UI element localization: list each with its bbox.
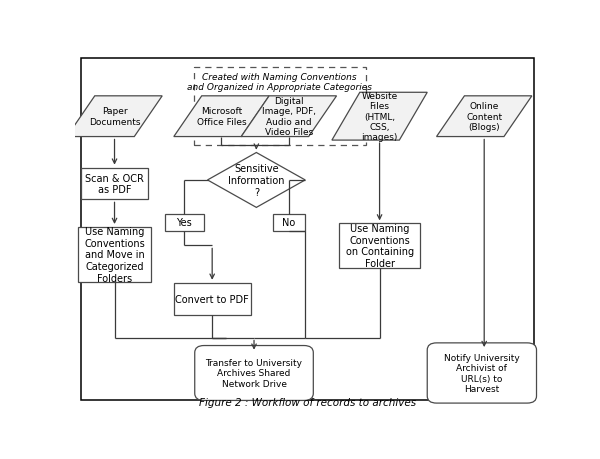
Bar <box>194 67 365 145</box>
Bar <box>81 168 148 200</box>
FancyBboxPatch shape <box>427 343 536 403</box>
Text: Paper
Documents: Paper Documents <box>89 107 140 127</box>
Polygon shape <box>208 153 305 208</box>
Text: Use Naming
Conventions
and Move in
Categorized
Folders: Use Naming Conventions and Move in Categ… <box>84 227 145 283</box>
Bar <box>79 227 151 282</box>
FancyBboxPatch shape <box>195 346 313 401</box>
Text: Notify University
Archivist of
URL(s) to
Harvest: Notify University Archivist of URL(s) to… <box>444 353 520 393</box>
Text: Online
Content
(Blogs): Online Content (Blogs) <box>466 102 502 132</box>
Text: Website
Files
(HTML,
CSS,
images): Website Files (HTML, CSS, images) <box>361 92 398 142</box>
Polygon shape <box>437 96 532 137</box>
Text: Digital
Image, PDF,
Audio and
Video Files: Digital Image, PDF, Audio and Video File… <box>262 97 316 137</box>
Polygon shape <box>67 96 162 137</box>
Text: Created with Naming Conventions
and Organized in Appropriate Categories: Created with Naming Conventions and Orga… <box>187 73 372 92</box>
Polygon shape <box>174 96 269 137</box>
Bar <box>272 214 305 232</box>
Polygon shape <box>332 93 427 141</box>
Text: Yes: Yes <box>176 218 192 228</box>
Text: Transfer to University
Archives Shared
Network Drive: Transfer to University Archives Shared N… <box>206 358 302 388</box>
Polygon shape <box>241 96 337 137</box>
Text: Figure 2 : Workflow of records to archives: Figure 2 : Workflow of records to archiv… <box>199 397 416 407</box>
Text: Convert to PDF: Convert to PDF <box>175 294 249 304</box>
Text: No: No <box>282 218 296 228</box>
Text: Scan & OCR
as PDF: Scan & OCR as PDF <box>85 174 144 195</box>
Text: Microsoft
Office Files: Microsoft Office Files <box>197 107 246 127</box>
Bar <box>174 283 251 315</box>
Text: Sensitive
Information
?: Sensitive Information ? <box>228 164 284 197</box>
Text: Use Naming
Conventions
on Containing
Folder: Use Naming Conventions on Containing Fol… <box>346 224 413 268</box>
Bar <box>339 224 420 268</box>
Bar <box>164 214 204 232</box>
